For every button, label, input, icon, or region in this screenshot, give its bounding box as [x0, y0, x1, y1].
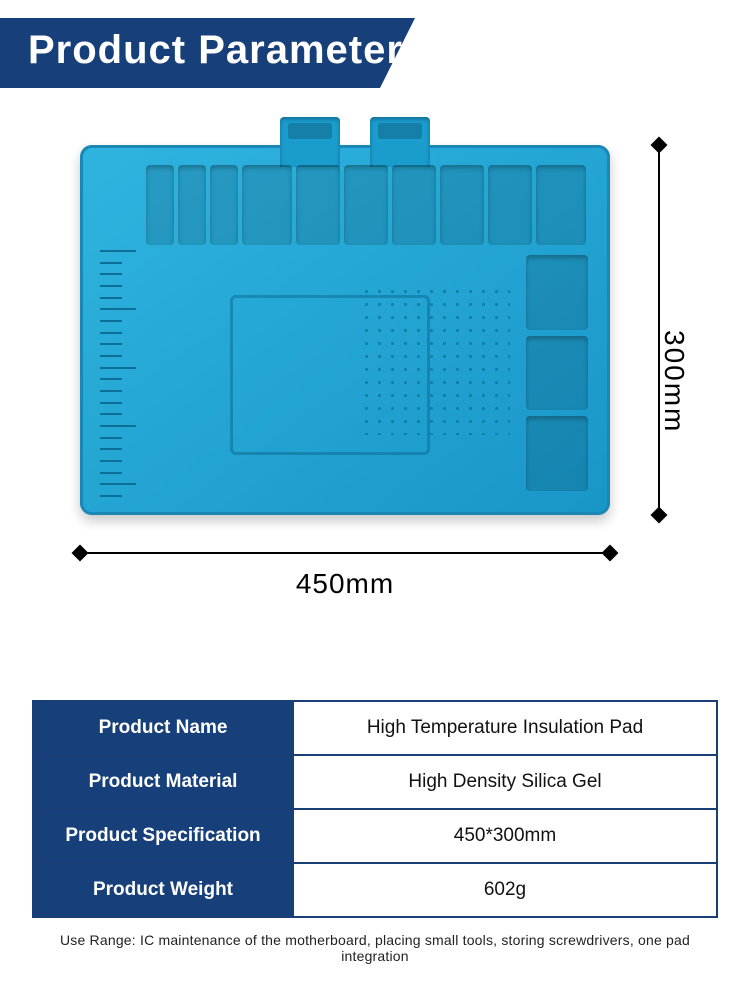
spec-value: High Temperature Insulation Pad: [293, 701, 717, 755]
compartment: [526, 336, 588, 411]
ruler-tick: [100, 483, 136, 485]
spec-key: Product Material: [33, 755, 293, 809]
dimension-vertical: 300mm: [640, 145, 680, 515]
ruler-tick: [100, 448, 122, 450]
ruler-tick: [100, 472, 122, 474]
ruler-tick: [100, 413, 122, 415]
dimension-line: [80, 552, 610, 554]
ruler-tick: [100, 250, 136, 252]
header-banner: Product Parameter: [0, 0, 750, 100]
use-range-note: Use Range: IC maintenance of the motherb…: [32, 932, 718, 964]
compartment: [392, 165, 436, 245]
ruler-tick: [100, 308, 136, 310]
table-row: Product MaterialHigh Density Silica Gel: [33, 755, 717, 809]
ruler-markings: [98, 250, 140, 495]
ruler-tick: [100, 297, 122, 299]
mat-inner: [90, 155, 600, 505]
ruler-tick: [100, 460, 122, 462]
ruler-tick: [100, 437, 122, 439]
dimension-end-icon: [602, 545, 619, 562]
dimension-horizontal: 450mm: [80, 540, 610, 590]
compartment: [296, 165, 340, 245]
compartment: [178, 165, 206, 245]
compartment: [344, 165, 388, 245]
ruler-tick: [100, 495, 122, 497]
ruler-tick: [100, 332, 122, 334]
compartment: [526, 416, 588, 491]
ruler-tick: [100, 343, 122, 345]
dot-grid: [360, 285, 510, 435]
compartment: [536, 165, 586, 245]
dimension-height-label: 300mm: [658, 330, 690, 433]
compartment-column: [526, 255, 588, 491]
ruler-tick: [100, 320, 122, 322]
ruler-tick: [100, 390, 122, 392]
spec-value: High Density Silica Gel: [293, 755, 717, 809]
compartment: [488, 165, 532, 245]
dimension-width-label: 450mm: [80, 568, 610, 600]
spec-key: Product Name: [33, 701, 293, 755]
spec-key: Product Weight: [33, 863, 293, 917]
spec-value: 602g: [293, 863, 717, 917]
ruler-tick: [100, 262, 122, 264]
ruler-tick: [100, 402, 122, 404]
spec-value: 450*300mm: [293, 809, 717, 863]
dimension-end-icon: [651, 507, 668, 524]
compartment: [210, 165, 238, 245]
product-mat: [80, 145, 610, 515]
ruler-tick: [100, 355, 122, 357]
dimension-end-icon: [651, 137, 668, 154]
ruler-tick: [100, 378, 122, 380]
ruler-tick: [100, 425, 136, 427]
compartment: [242, 165, 292, 245]
compartment: [146, 165, 174, 245]
header-title: Product Parameter: [0, 28, 403, 73]
table-row: Product NameHigh Temperature Insulation …: [33, 701, 717, 755]
product-diagram: 300mm 450mm: [0, 100, 750, 660]
compartment: [526, 255, 588, 330]
ruler-tick: [100, 285, 122, 287]
dimension-end-icon: [72, 545, 89, 562]
table-row: Product Weight602g: [33, 863, 717, 917]
ruler-tick: [100, 273, 122, 275]
spec-key: Product Specification: [33, 809, 293, 863]
ruler-tick: [100, 367, 136, 369]
table-row: Product Specification450*300mm: [33, 809, 717, 863]
compartment-row: [146, 165, 586, 245]
compartment: [440, 165, 484, 245]
spec-table: Product NameHigh Temperature Insulation …: [32, 700, 718, 918]
